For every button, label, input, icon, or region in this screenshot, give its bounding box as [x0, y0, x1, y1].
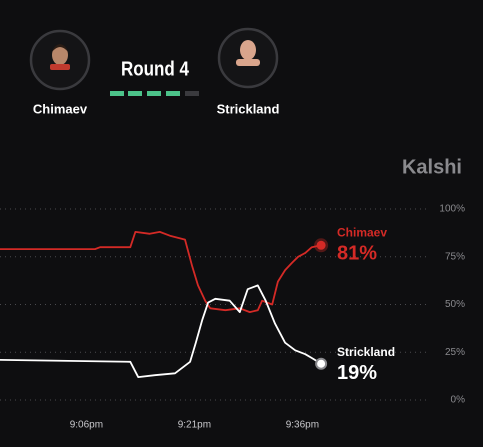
x-tick-label: 9:21pm: [178, 420, 211, 431]
y-tick-label: 50%: [445, 299, 465, 310]
end-dot: [316, 240, 326, 250]
legend-label: Chimaev: [337, 225, 387, 239]
progress-segment: [128, 91, 142, 96]
fighter-name: Strickland: [217, 101, 280, 116]
series-line: [0, 230, 322, 314]
y-tick-label: 75%: [445, 251, 465, 262]
end-value-label: 19%: [337, 362, 377, 384]
round-progress: [110, 91, 199, 96]
x-tick-label: 9:06pm: [70, 420, 103, 431]
fighter-strickland: Strickland: [217, 27, 280, 116]
fighter-name: Chimaev: [33, 101, 88, 116]
avatar-hair: [52, 44, 68, 52]
progress-segment: [147, 91, 161, 96]
progress-segment: [110, 91, 124, 96]
y-tick-label: 100%: [439, 204, 465, 215]
round-label: Round 4: [121, 57, 190, 80]
end-dot: [315, 357, 328, 370]
avatar-face: [240, 40, 256, 60]
y-tick-label: 0%: [451, 395, 466, 406]
brand: Kalshi: [402, 156, 462, 178]
y-tick-label: 25%: [445, 347, 465, 358]
x-tick-label: 9:36pm: [286, 420, 319, 431]
series-line: [0, 284, 322, 379]
legend-label: Strickland: [337, 345, 395, 359]
avatar-body: [236, 59, 260, 66]
avatar-shirt: [50, 64, 70, 70]
fighter-chimaev: Chimaev: [29, 29, 91, 116]
chart: 100% 75% 50% 25% 0% 9:06pm 9:21pm 9:36pm Chimaev…: [0, 204, 465, 431]
progress-segment: [166, 91, 180, 96]
avatar-face: [52, 45, 68, 65]
end-value-label: 81%: [337, 243, 377, 265]
progress-segment: [185, 91, 199, 96]
